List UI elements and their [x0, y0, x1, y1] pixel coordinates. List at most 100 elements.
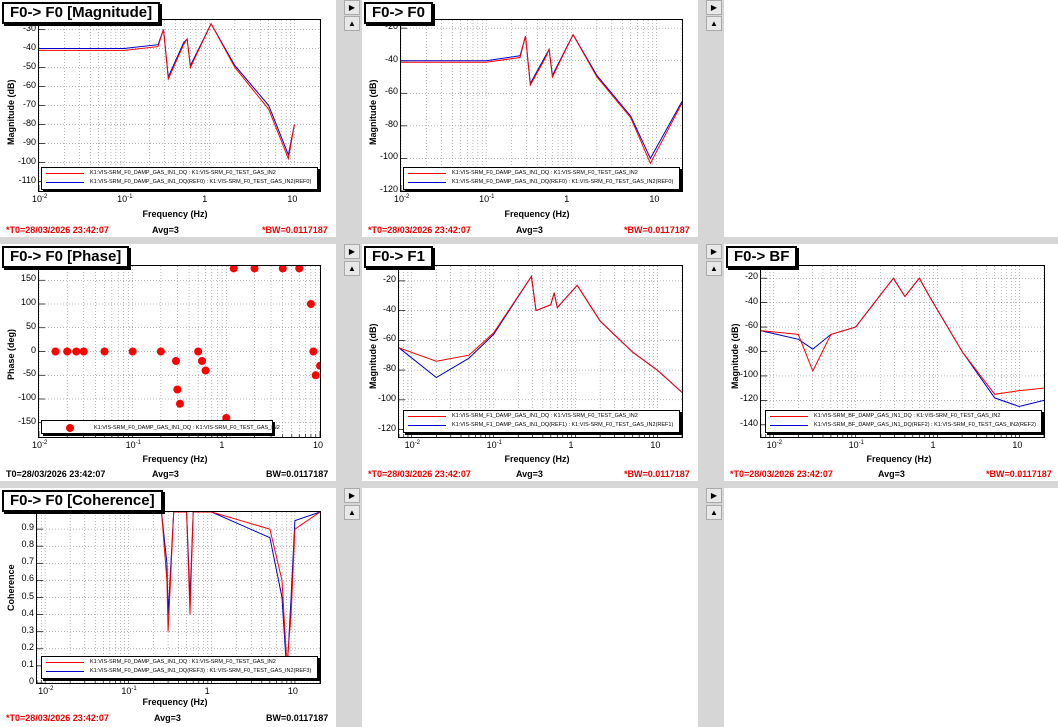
x-tick-label: 10-1	[486, 440, 502, 450]
panel-title: F0-> F0	[364, 2, 433, 24]
y-tick-label: -100	[379, 151, 398, 162]
y-tick-label: -110	[18, 174, 36, 185]
f0-magnitude-plot	[401, 20, 682, 191]
phase-point	[309, 347, 318, 356]
plot-frame[interactable]: K1:VIS-SRM_BF_DAMP_GAS_IN1_DQ : K1:VIS-S…	[760, 265, 1045, 438]
expand-arrow-icon[interactable]: ▶	[344, 488, 360, 503]
legend-swatch-current	[46, 172, 84, 174]
x-tick-label: 10-1	[121, 686, 137, 696]
phase-point	[79, 347, 88, 356]
expand-arrow-icon[interactable]: ▶	[344, 0, 360, 15]
x-axis-label: Frequency (Hz)	[142, 697, 208, 707]
collapse-arrow-icon[interactable]: ▲	[706, 505, 722, 520]
bandwidth: BW=0.0117187	[266, 713, 329, 723]
collapse-arrow-icon[interactable]: ▲	[344, 16, 360, 31]
y-tick-label: -70	[22, 98, 36, 109]
x-tick-label: 1	[219, 440, 225, 450]
bandwidth: *BW=0.0117187	[624, 469, 690, 479]
y-tick-label: -20	[382, 273, 396, 284]
phase-point	[194, 347, 203, 356]
y-tick-label: -120	[739, 393, 758, 404]
x-tick-label: 10	[313, 440, 324, 450]
panel-f0-bf: F0-> BF K1:VIS-SRM_BF_DAMP_GAS_IN1_DQ : …	[724, 244, 1058, 481]
plot-frame[interactable]: K1:VIS-SRM_F1_DAMP_GAS_IN1_DQ : K1:VIS-S…	[398, 265, 683, 438]
expand-arrow-icon[interactable]: ▶	[706, 488, 722, 503]
averages: Avg=3	[154, 713, 181, 723]
coherence-plot	[37, 512, 320, 683]
panel-empty	[724, 488, 1058, 727]
legend-swatch-reference	[46, 670, 84, 672]
x-tick-label: 10-2	[394, 194, 410, 204]
plot-legend: K1:VIS-SRM_F0_DAMP_GAS_IN1_DQ : K1:VIS-S…	[403, 167, 680, 190]
current-series-line	[45, 512, 320, 666]
panel-coherence: F0-> F0 [Coherence] K1:VIS-SRM_F0_DAMP_G…	[0, 488, 336, 727]
phase-point	[250, 266, 259, 273]
legend-swatch-current	[408, 172, 446, 174]
y-tick-label: -90	[22, 136, 36, 147]
y-tick-label: -80	[384, 118, 398, 129]
y-tick-label: 0.3	[21, 624, 34, 635]
y-tick-label: -100	[17, 155, 36, 166]
phase-point	[229, 266, 238, 273]
x-tick-label: 10	[287, 686, 298, 696]
x-tick-label: 1	[204, 686, 210, 696]
plot-legend: K1:VIS-SRM_F0_DAMP_GAS_IN1_DQ : K1:VIS-S…	[41, 167, 318, 190]
y-tick-label: -100	[739, 368, 758, 379]
plot-frame[interactable]: K1:VIS-SRM_F0_DAMP_GAS_IN1_DQ : K1:VIS-S…	[36, 511, 321, 684]
y-axis-label: Coherence	[6, 564, 16, 611]
y-tick-label: 0.9	[21, 522, 34, 533]
reference-series-line	[45, 512, 320, 675]
x-tick-label: 10-2	[32, 194, 48, 204]
x-tick-label: 10-1	[479, 194, 495, 204]
expand-arrow-icon[interactable]: ▶	[706, 244, 722, 259]
y-tick-label: -60	[744, 320, 758, 331]
x-tick-label: 10-2	[404, 440, 421, 450]
y-tick-label: -80	[744, 344, 758, 355]
y-tick-label: -40	[744, 295, 758, 306]
y-tick-label: -40	[384, 53, 398, 64]
y-tick-label: -20	[744, 271, 758, 282]
panel-empty	[724, 0, 1058, 237]
y-tick-label: 0	[30, 344, 36, 355]
legend-marker	[66, 424, 74, 432]
phase-point	[173, 385, 182, 394]
panel-magnitude: F0-> F0 [Magnitude] K1:VIS-SRM_F0_DAMP_G…	[0, 0, 336, 237]
expand-arrow-icon[interactable]: ▶	[344, 244, 360, 259]
y-tick-label: -100	[17, 392, 36, 402]
current-series-line	[761, 277, 1044, 395]
phase-point	[201, 366, 210, 375]
reference-series-line	[761, 277, 1044, 408]
legend-entry: K1:VIS-SRM_BF_DAMP_GAS_IN1_DQ(REF2) : K1…	[814, 422, 1036, 428]
x-tick-label: 10	[649, 194, 660, 204]
averages: Avg=3	[152, 225, 179, 235]
plot-frame[interactable]: K1:VIS-SRM_F0_DAMP_GAS_IN1_DQ : K1:VIS-S…	[38, 19, 321, 192]
magnitude-plot	[39, 20, 320, 191]
phase-point	[295, 266, 304, 273]
collapse-arrow-icon[interactable]: ▲	[706, 261, 722, 276]
x-tick-label: 10-2	[32, 440, 48, 450]
panel-empty	[362, 488, 698, 727]
y-tick-label: -60	[22, 79, 36, 90]
x-tick-label: 1	[568, 440, 574, 450]
phase-point	[128, 347, 137, 356]
timestamp: *T0=28/03/2026 23:42:07	[368, 469, 471, 479]
y-tick-label: -60	[384, 86, 398, 97]
plot-frame[interactable]: K1:VIS-SRM_F0_DAMP_GAS_IN1_DQ : K1:VIS-S…	[38, 265, 321, 438]
timestamp: *T0=28/03/2026 23:42:07	[730, 469, 833, 479]
legend-swatch-current	[408, 415, 446, 417]
y-tick-label: -40	[22, 41, 36, 52]
y-tick-label: -120	[379, 184, 398, 194]
y-tick-label: 0.5	[21, 590, 34, 601]
expand-arrow-icon[interactable]: ▶	[706, 0, 722, 15]
phase-point	[175, 399, 184, 408]
plot-frame[interactable]: K1:VIS-SRM_F0_DAMP_GAS_IN1_DQ : K1:VIS-S…	[400, 19, 683, 192]
panel-phase: F0-> F0 [Phase] K1:VIS-SRM_F0_DAMP_GAS_I…	[0, 244, 336, 481]
collapse-arrow-icon[interactable]: ▲	[706, 16, 722, 31]
collapse-arrow-icon[interactable]: ▲	[344, 261, 360, 276]
bandwidth: BW=0.0117187	[266, 469, 329, 479]
legend-entry: K1:VIS-SRM_F0_DAMP_GAS_IN1_DQ(REF3) : K1…	[90, 668, 312, 674]
legend-entry: K1:VIS-SRM_F0_DAMP_GAS_IN1_DQ : K1:VIS-S…	[90, 659, 276, 665]
collapse-arrow-icon[interactable]: ▲	[344, 505, 360, 520]
bandwidth: *BW=0.0117187	[986, 469, 1052, 479]
y-tick-label: 0.4	[21, 607, 34, 618]
